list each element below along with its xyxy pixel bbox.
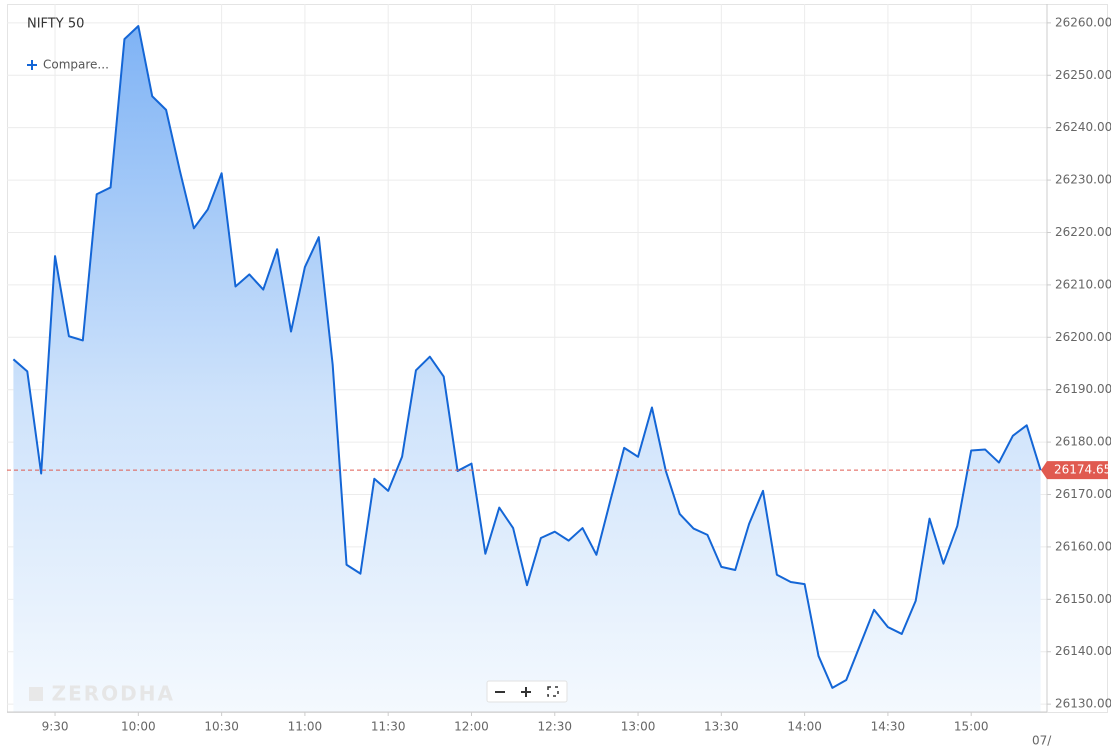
y-tick-label: 26130.00 [1055,697,1111,711]
last-price-tag [1041,461,1108,480]
x-tick-label: 13:30 [704,720,739,734]
compare-label[interactable]: Compare... [43,58,109,72]
y-tick-label: 26180.00 [1055,435,1111,449]
x-tick-label: 12:00 [454,720,489,734]
y-tick-label: 26160.00 [1055,539,1111,553]
watermark-logo [29,687,43,701]
x-tick-label: 11:30 [371,720,406,734]
y-tick-label: 26170.00 [1055,487,1111,501]
chart-title: NIFTY 50 [27,17,84,32]
x-tick-label: 10:30 [204,720,239,734]
last-price-label: 26174.65 [1054,463,1111,477]
x-tick-label: 12:30 [537,720,572,734]
y-tick-label: 26140.00 [1055,644,1111,658]
zoom-in[interactable] [521,687,531,697]
y-tick-label: 26230.00 [1055,173,1111,187]
y-tick-label: 26190.00 [1055,382,1111,396]
x-tick-label: 14:00 [787,720,822,734]
y-tick-label: 26200.00 [1055,330,1111,344]
x-tick-label: 9:30 [42,720,69,734]
zoom-controls [486,680,568,703]
x-tick-label: 14:30 [871,720,906,734]
fullscreen[interactable] [547,686,559,697]
y-tick-label: 26220.00 [1055,225,1111,239]
compare-button[interactable]: Compare... [27,58,109,72]
date-label: 07/ [1032,734,1052,748]
y-tick-label: 26260.00 [1055,15,1111,29]
x-tick-label: 13:00 [621,720,656,734]
x-tick-label: 15:00 [954,720,989,734]
y-tick-label: 26210.00 [1055,277,1111,291]
y-tick-label: 26150.00 [1055,592,1111,606]
x-tick-label: 11:00 [288,720,323,734]
price-line [12,25,1042,689]
y-tick-label: 26250.00 [1055,68,1111,82]
watermark: ZERODHA [52,682,175,706]
area-fill [13,26,1041,712]
x-tick-label: 10:00 [121,720,156,734]
y-tick-label: 26240.00 [1055,120,1111,134]
